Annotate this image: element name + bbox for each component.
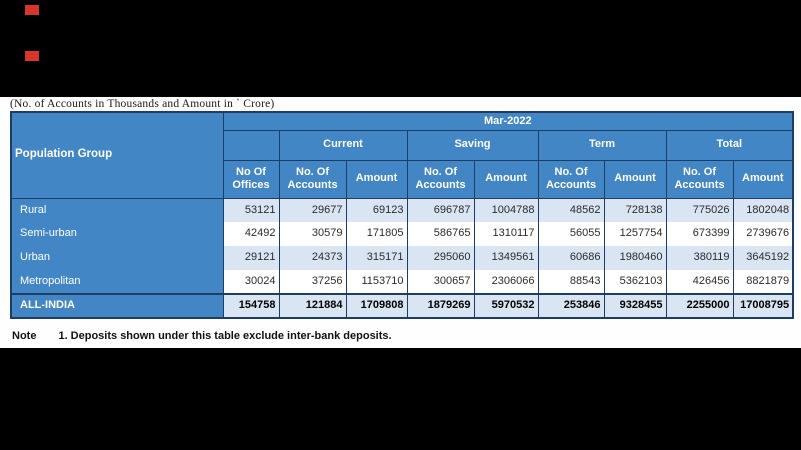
data-cell: 315171	[345, 246, 408, 270]
table-row: Urban 29121 24373 315171 295060 1349561 …	[10, 246, 794, 270]
data-cell: 728138	[603, 198, 667, 222]
group-header-current: Current	[278, 130, 408, 161]
row-label: Metropolitan	[10, 270, 224, 294]
data-cell: 380119	[665, 246, 734, 270]
col-header-offices: No Of Offices	[222, 160, 280, 199]
data-cell: 48562	[537, 198, 605, 222]
empty-header-cell	[222, 130, 280, 161]
data-cell: 1349561	[473, 246, 539, 270]
group-header-total: Total	[665, 130, 794, 161]
total-cell: 5970532	[473, 293, 539, 318]
total-cell: 9328455	[603, 293, 667, 318]
data-cell: 60686	[537, 246, 605, 270]
data-cell: 1004788	[473, 198, 539, 222]
data-cell: 29677	[278, 198, 347, 222]
table-row: Semi-urban 42492 30579 171805 586765 131…	[10, 222, 794, 246]
red-mark-icon	[25, 5, 39, 15]
data-cell: 696787	[406, 198, 475, 222]
data-cell: 30579	[278, 222, 347, 246]
data-cell: 775026	[665, 198, 734, 222]
data-cell: 8821879	[732, 270, 794, 294]
col-header-accounts: No. Of Accounts	[665, 160, 734, 199]
group-header-term: Term	[537, 130, 667, 161]
total-cell: 154758	[222, 293, 280, 318]
col-header-accounts: No. Of Accounts	[537, 160, 605, 199]
data-cell: 5362103	[603, 270, 667, 294]
group-header-saving: Saving	[406, 130, 539, 161]
total-cell: 1709808	[345, 293, 408, 318]
data-cell: 295060	[406, 246, 475, 270]
table-row: Metropolitan 30024 37256 1153710 300657 …	[10, 270, 794, 294]
data-cell: 586765	[406, 222, 475, 246]
total-cell: 121884	[278, 293, 347, 318]
total-cell: 17008795	[732, 293, 794, 318]
total-cell: 1879269	[406, 293, 475, 318]
data-cell: 3645192	[732, 246, 794, 270]
data-cell: 1257754	[603, 222, 667, 246]
row-label: Urban	[10, 246, 224, 270]
data-cell: 24373	[278, 246, 347, 270]
col-header-amount: Amount	[603, 160, 667, 199]
total-cell: 2255000	[665, 293, 734, 318]
data-cell: 30024	[222, 270, 280, 294]
table-caption: (No. of Accounts in Thousands and Amount…	[10, 98, 275, 110]
total-cell: 253846	[537, 293, 605, 318]
data-cell: 1980460	[603, 246, 667, 270]
data-cell: 56055	[537, 222, 605, 246]
deposits-table: Population Group Mar-2022 Current Saving…	[10, 111, 795, 319]
period-header: Mar-2022	[222, 112, 794, 131]
table-row: Rural 53121 29677 69123 696787 1004788 4…	[10, 198, 794, 222]
data-cell: 42492	[222, 222, 280, 246]
report-panel: (No. of Accounts in Thousands and Amount…	[0, 97, 801, 348]
data-cell: 300657	[406, 270, 475, 294]
col-header-accounts: No. Of Accounts	[406, 160, 475, 199]
footnote-label: Note	[12, 330, 37, 342]
col-header-amount: Amount	[345, 160, 408, 199]
col-header-accounts: No. Of Accounts	[278, 160, 347, 199]
data-cell: 1153710	[345, 270, 408, 294]
data-cell: 29121	[222, 246, 280, 270]
data-cell: 69123	[345, 198, 408, 222]
data-cell: 88543	[537, 270, 605, 294]
data-cell: 426456	[665, 270, 734, 294]
row-label-all-india: ALL-INDIA	[10, 293, 224, 318]
red-mark-icon	[25, 51, 39, 61]
data-cell: 1310117	[473, 222, 539, 246]
footnote: Note 1. Deposits shown under this table e…	[12, 330, 392, 342]
data-cell: 1802048	[732, 198, 794, 222]
data-cell: 37256	[278, 270, 347, 294]
row-label: Semi-urban	[10, 222, 224, 246]
col-header-amount: Amount	[732, 160, 794, 199]
footnote-text: 1. Deposits shown under this table exclu…	[58, 330, 392, 342]
col-header-amount: Amount	[473, 160, 539, 199]
data-cell: 673399	[665, 222, 734, 246]
data-cell: 2739676	[732, 222, 794, 246]
data-cell: 2306066	[473, 270, 539, 294]
data-cell: 171805	[345, 222, 408, 246]
row-label: Rural	[10, 198, 224, 222]
data-cell: 53121	[222, 198, 280, 222]
corner-header: Population Group	[10, 112, 224, 199]
total-row: ALL-INDIA 154758 121884 1709808 1879269 …	[10, 293, 794, 318]
